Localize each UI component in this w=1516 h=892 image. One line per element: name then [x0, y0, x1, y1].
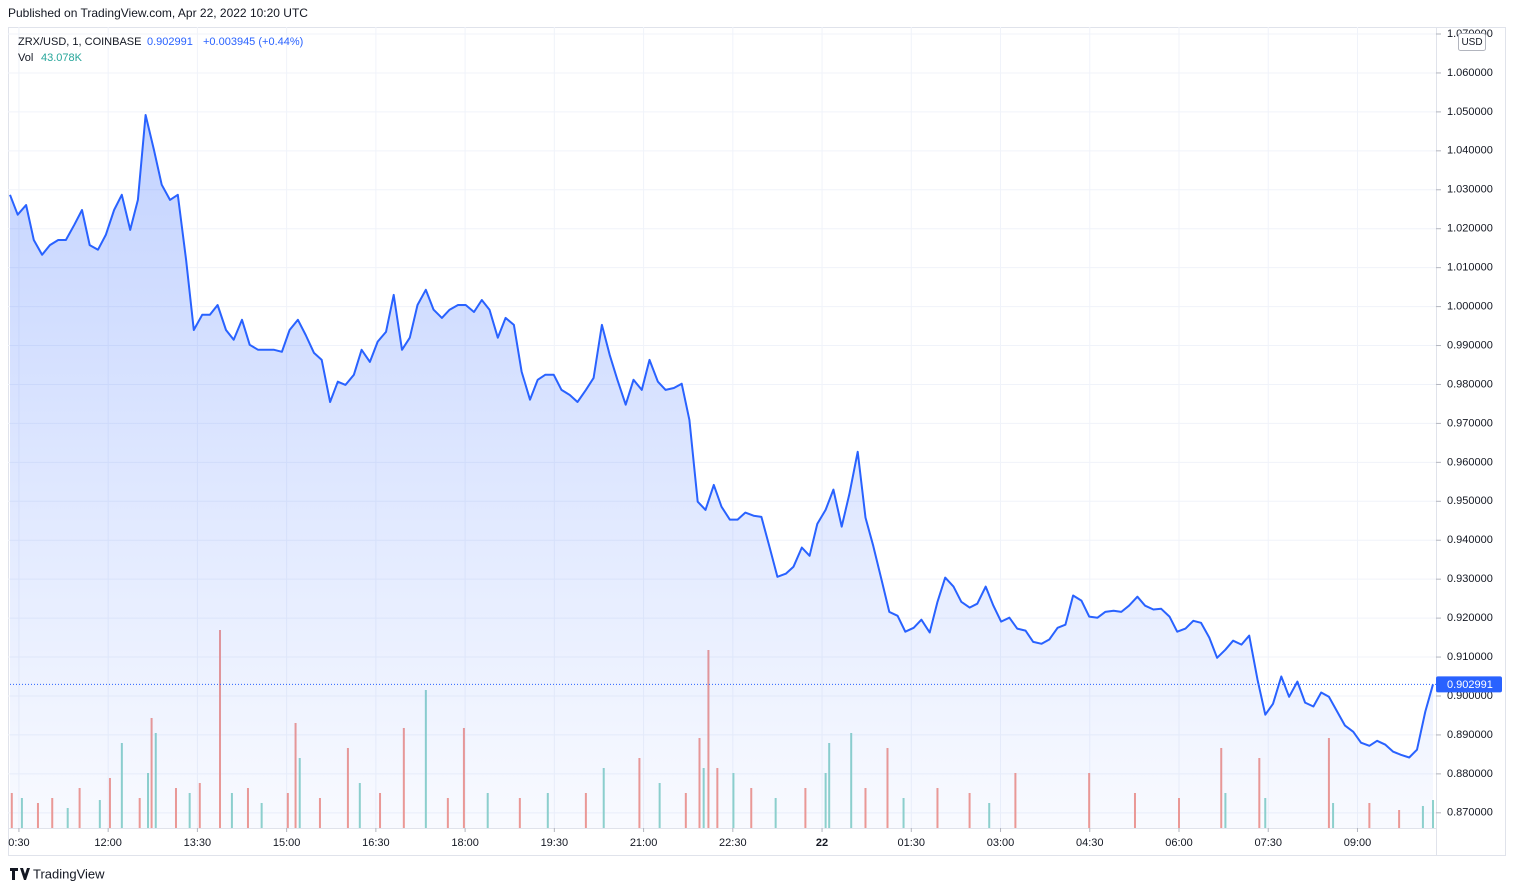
y-tick-label: 1.040000: [1447, 145, 1493, 157]
y-tick-label: 0.930000: [1447, 573, 1493, 585]
y-tick-label: 1.000000: [1447, 300, 1493, 312]
x-tick-label: 09:00: [1344, 837, 1372, 849]
brand-name: TradingView: [33, 866, 105, 881]
x-tick-label: 22: [816, 837, 828, 849]
plot: [9, 114, 1436, 828]
price-area: [10, 115, 1433, 828]
x-tick-label: 03:00: [987, 837, 1015, 849]
y-tick-label: 1.020000: [1447, 223, 1493, 235]
chart-frame: [8, 27, 1506, 856]
y-tick-label: 1.050000: [1447, 106, 1493, 118]
x-tick-label: 06:00: [1165, 837, 1193, 849]
volume-value: 43.078K: [41, 52, 83, 64]
x-tick-label: 01:30: [898, 837, 926, 849]
brand-logo: [10, 868, 30, 880]
x-tick-label: 04:30: [1076, 837, 1104, 849]
last-price-tag: [1436, 676, 1502, 693]
last-price-label: 0.902991: [1447, 679, 1493, 691]
symbol-title: ZRX/USD, 1, COINBASE: [18, 36, 141, 48]
x-tick-label: 19:30: [541, 837, 569, 849]
y-tick-label: 0.950000: [1447, 495, 1493, 507]
published-note: Published on TradingView.com, Apr 22, 20…: [8, 6, 308, 20]
x-tick-label: 0:30: [8, 837, 29, 849]
x-tick-label: 13:30: [184, 837, 212, 849]
y-tick-label: 0.880000: [1447, 768, 1493, 780]
y-tick-label: 1.010000: [1447, 262, 1493, 274]
y-tick-label: 0.890000: [1447, 729, 1493, 741]
x-tick-label: 22:30: [719, 837, 747, 849]
price-line: [9, 114, 1434, 759]
volume-title: Vol: [18, 52, 33, 64]
y-tick-label: 0.970000: [1447, 417, 1493, 429]
y-tick-label: 0.910000: [1447, 651, 1493, 663]
currency-label[interactable]: USD: [1461, 37, 1482, 48]
y-tick-label: 0.920000: [1447, 612, 1493, 624]
legend-price: 0.902991: [147, 36, 193, 48]
y-tick-label: 1.030000: [1447, 184, 1493, 196]
x-tick-label: 07:30: [1254, 837, 1282, 849]
y-tick-label: 0.990000: [1447, 339, 1493, 351]
y-tick-label: 0.870000: [1447, 807, 1493, 819]
legend-change: +0.003945 (+0.44%): [203, 36, 303, 48]
currency-box[interactable]: [1458, 33, 1486, 51]
y-tick-label: 0.980000: [1447, 378, 1493, 390]
x-tick-label: 16:30: [362, 837, 390, 849]
x-tick-label: 15:00: [273, 837, 301, 849]
y-tick-label: 0.940000: [1447, 534, 1493, 546]
x-tick-label: 21:00: [630, 837, 658, 849]
y-tick-label: 0.900000: [1447, 690, 1493, 702]
volume-bar: [1432, 800, 1435, 828]
x-tick-label: 18:00: [451, 837, 479, 849]
axes: 0.870000 0.880000 0.890000 0.900000 0.910000…: [8, 28, 1502, 849]
y-tick-label: 0.960000: [1447, 456, 1493, 468]
y-tick-label: 1.060000: [1447, 67, 1493, 79]
x-tick-label: 12:00: [94, 837, 122, 849]
